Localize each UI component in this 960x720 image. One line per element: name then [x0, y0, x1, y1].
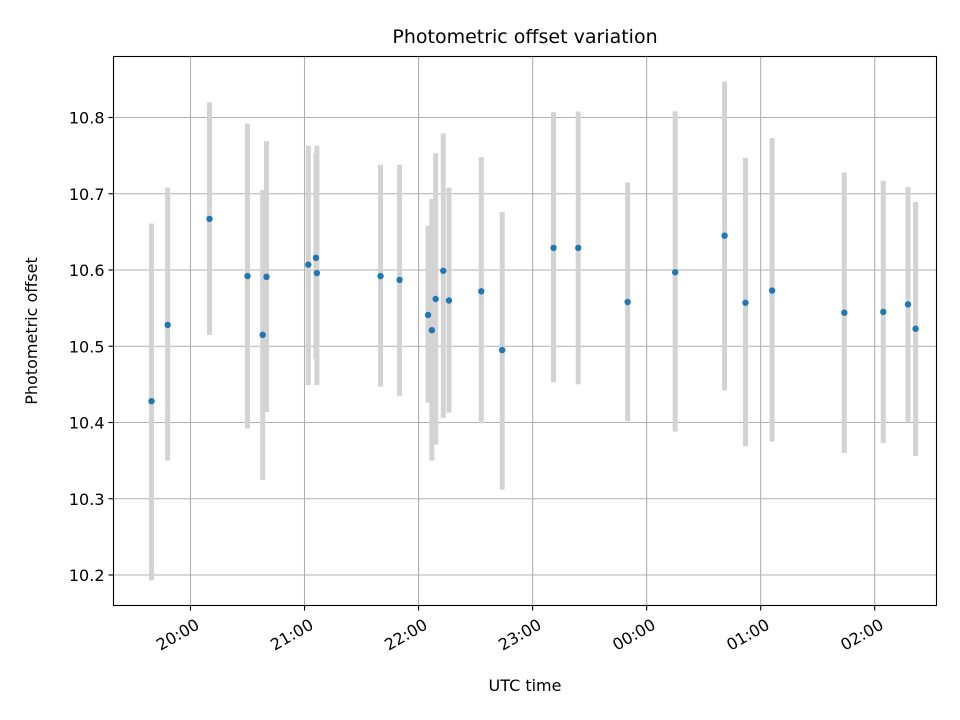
- data-point: [432, 295, 439, 303]
- data-point: [841, 309, 848, 316]
- y-tick-label: 10.8: [69, 109, 105, 128]
- data-point: [912, 325, 919, 332]
- data-point: [377, 272, 384, 280]
- y-tick-label: 10.6: [69, 261, 105, 280]
- x-tick-label: 21:00: [267, 615, 316, 655]
- data-point: [428, 327, 436, 334]
- plot-area-background: [113, 56, 937, 606]
- data-point: [904, 301, 912, 308]
- data-point: [445, 297, 453, 304]
- x-tick-label: 20:00: [153, 615, 202, 655]
- x-tick-label: 22:00: [381, 615, 430, 655]
- y-axis-ticks: 10.2 10.3 10.4 10.5 10.6 10.7 10.8: [69, 109, 114, 585]
- chart-title: Photometric offset variation: [392, 26, 657, 48]
- plot-frame: [112, 55, 938, 607]
- data-point: [671, 269, 679, 276]
- y-tick-label: 10.4: [69, 414, 105, 433]
- y-tick-label: 10.7: [69, 185, 105, 204]
- data-point: [313, 269, 321, 277]
- x-axis-ticks: 20:00 21:00 22:00 23:00 00:00 01:00 02:00: [153, 605, 887, 655]
- data-point: [206, 215, 213, 223]
- data-point: [148, 397, 155, 405]
- data-point: [768, 287, 776, 294]
- data-point: [880, 308, 887, 316]
- data-point: [478, 288, 485, 295]
- data-point: [312, 254, 320, 261]
- data-point: [624, 298, 631, 306]
- data-point: [498, 346, 506, 354]
- data-point: [721, 232, 728, 239]
- data-point: [742, 299, 749, 306]
- data-points: [148, 215, 919, 405]
- data-point: [575, 244, 582, 252]
- y-tick-label: 10.3: [69, 490, 105, 509]
- data-point: [550, 244, 557, 252]
- grid: [113, 56, 937, 606]
- data-point: [259, 331, 266, 339]
- data-point: [164, 321, 171, 329]
- y-tick-label: 10.2: [69, 566, 105, 585]
- x-axis-label: UTC time: [489, 676, 562, 695]
- data-point: [424, 311, 432, 319]
- x-tick-label: 00:00: [609, 615, 658, 655]
- data-point: [305, 261, 312, 268]
- x-tick-label: 01:00: [723, 615, 772, 655]
- data-point: [396, 276, 403, 284]
- y-axis-label: Photometric offset: [22, 257, 41, 405]
- x-tick-label: 23:00: [495, 615, 544, 655]
- data-point: [440, 267, 447, 274]
- data-point: [244, 272, 251, 280]
- x-tick-label: 02:00: [837, 615, 886, 655]
- data-point: [263, 273, 270, 281]
- y-tick-label: 10.5: [69, 337, 105, 356]
